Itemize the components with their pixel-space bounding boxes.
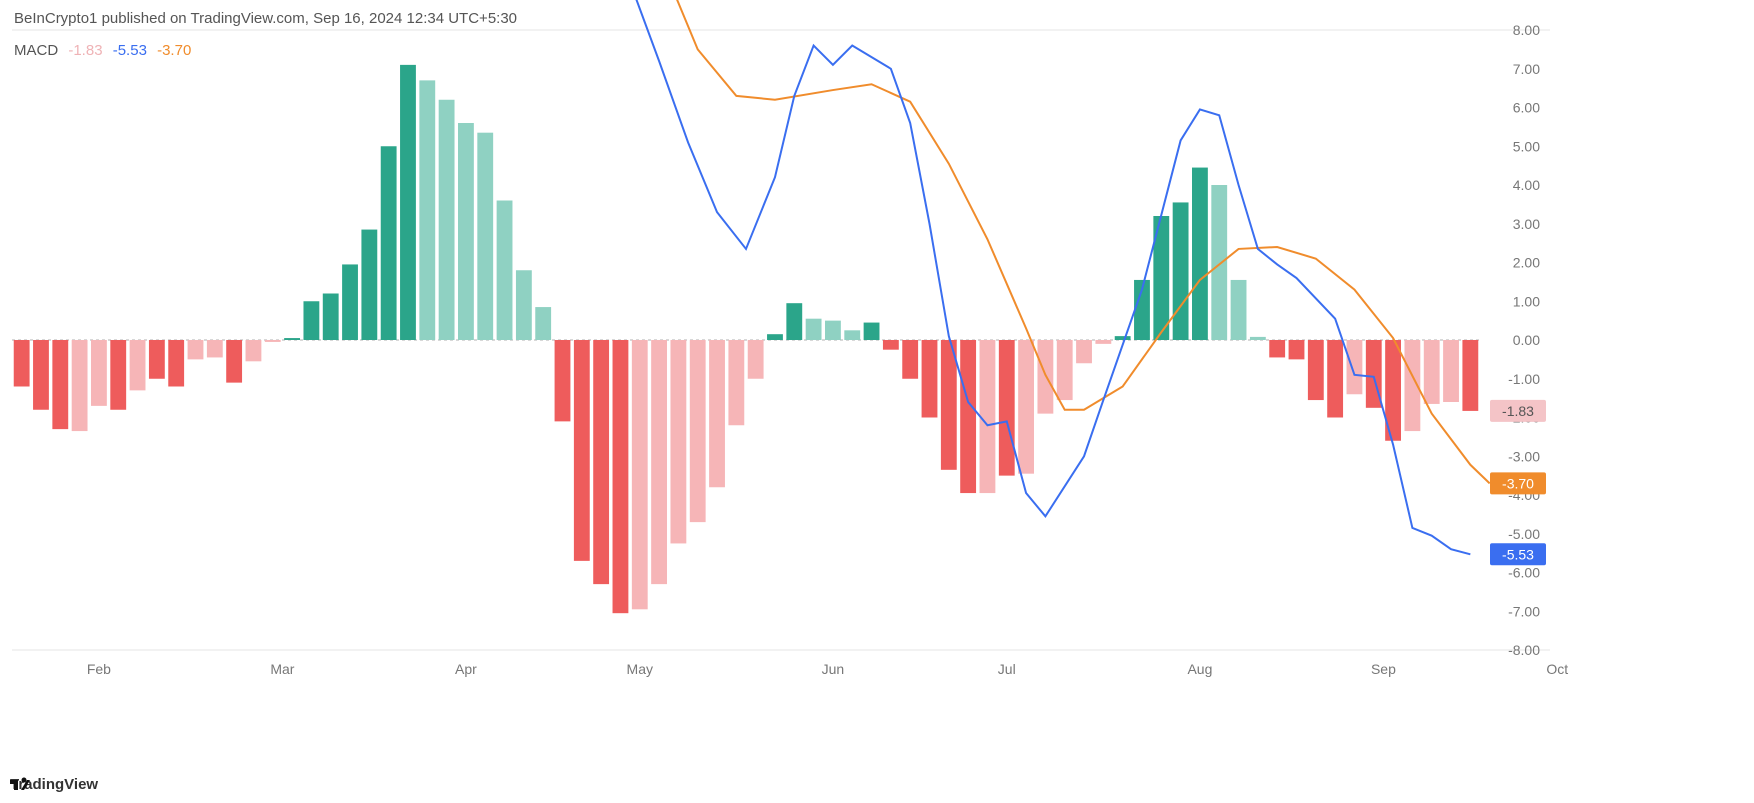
svg-text:-5.00: -5.00: [1508, 526, 1540, 542]
svg-text:-3.70: -3.70: [1502, 475, 1534, 491]
svg-text:-1.83: -1.83: [1502, 403, 1534, 419]
chart-svg: -8.00-7.00-6.00-5.00-4.00-3.00-2.00-1.00…: [0, 0, 1754, 803]
svg-text:7.00: 7.00: [1513, 61, 1540, 77]
svg-text:Aug: Aug: [1187, 661, 1212, 677]
svg-text:Oct: Oct: [1546, 661, 1568, 677]
svg-text:-6.00: -6.00: [1508, 565, 1540, 581]
svg-text:1.00: 1.00: [1513, 293, 1540, 309]
svg-text:3.00: 3.00: [1513, 216, 1540, 232]
svg-text:-7.00: -7.00: [1508, 603, 1540, 619]
svg-text:6.00: 6.00: [1513, 100, 1540, 116]
svg-text:-1.00: -1.00: [1508, 371, 1540, 387]
svg-text:-5.53: -5.53: [1502, 546, 1534, 562]
svg-text:4.00: 4.00: [1513, 177, 1540, 193]
chart-container: BeInCrypto1 published on TradingView.com…: [0, 0, 1754, 803]
tv-icon: [10, 776, 30, 790]
svg-text:Jul: Jul: [998, 661, 1016, 677]
svg-text:2.00: 2.00: [1513, 255, 1540, 271]
svg-text:Mar: Mar: [270, 661, 294, 677]
svg-text:Jun: Jun: [822, 661, 845, 677]
svg-text:Feb: Feb: [87, 661, 111, 677]
svg-text:-8.00: -8.00: [1508, 642, 1540, 658]
svg-text:May: May: [627, 661, 653, 677]
svg-text:Apr: Apr: [455, 661, 477, 677]
svg-text:-3.00: -3.00: [1508, 448, 1540, 464]
svg-text:5.00: 5.00: [1513, 138, 1540, 154]
svg-text:0.00: 0.00: [1513, 332, 1540, 348]
svg-text:Sep: Sep: [1371, 661, 1396, 677]
svg-text:8.00: 8.00: [1513, 22, 1540, 38]
tradingview-logo: TradingView: [10, 776, 98, 793]
